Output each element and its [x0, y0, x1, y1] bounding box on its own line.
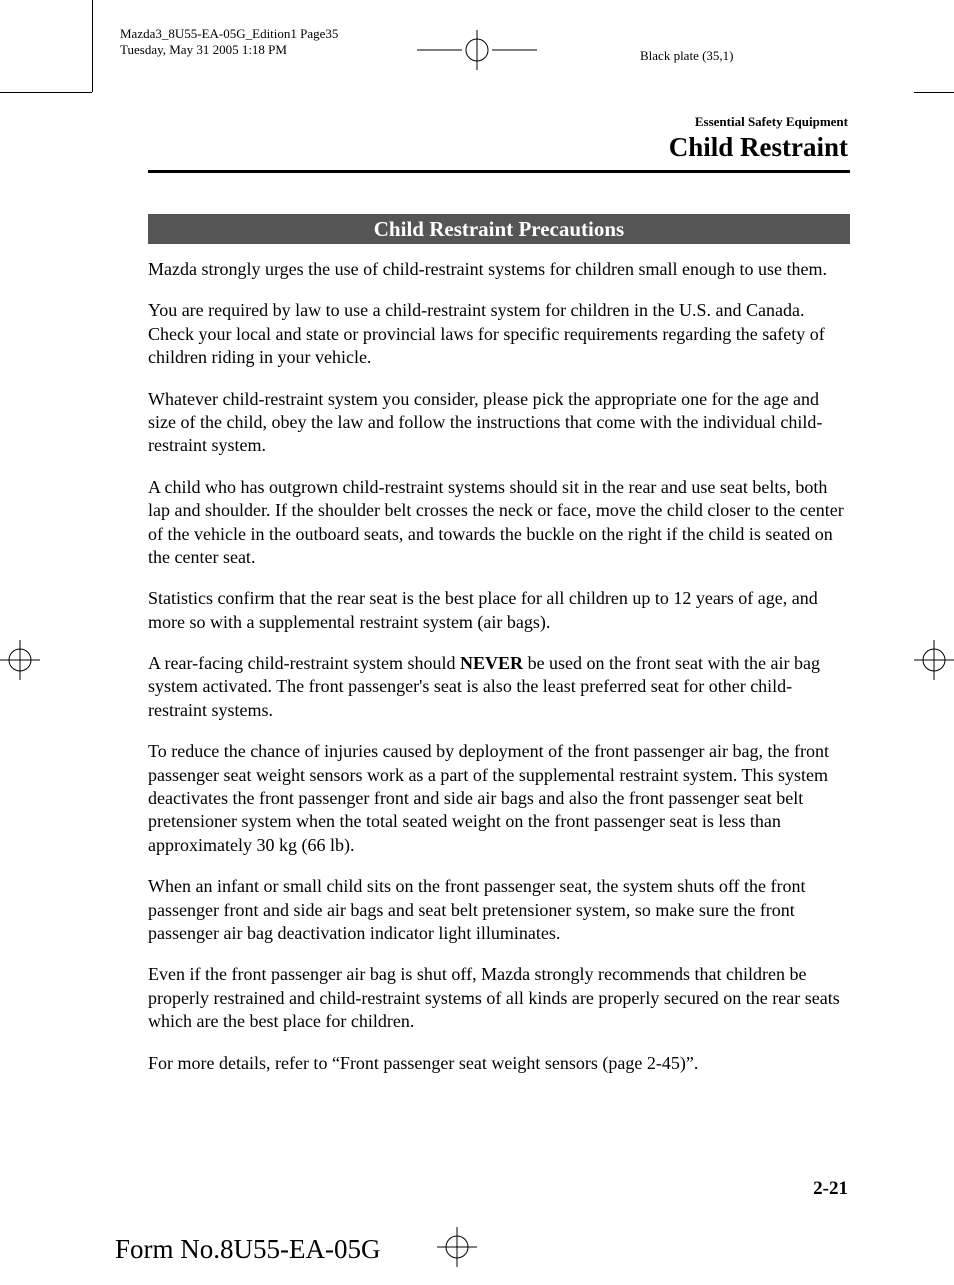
- section-heading-bar: Child Restraint Precautions: [148, 214, 850, 244]
- paragraph: For more details, refer to “Front passen…: [148, 1052, 850, 1075]
- print-meta: Mazda3_8U55-EA-05G_Edition1 Page35 Tuesd…: [120, 26, 338, 59]
- page: Mazda3_8U55-EA-05G_Edition1 Page35 Tuesd…: [0, 0, 954, 1285]
- registration-mark-icon: [417, 30, 537, 70]
- print-meta-line2: Tuesday, May 31 2005 1:18 PM: [120, 42, 338, 58]
- crop-mark: [914, 92, 954, 93]
- paragraph: Whatever child-restraint system you cons…: [148, 388, 850, 458]
- paragraph: You are required by law to use a child-r…: [148, 299, 850, 369]
- text-run: A rear-facing child-restraint system sho…: [148, 653, 460, 673]
- crop-mark: [92, 0, 93, 92]
- paragraph: When an infant or small child sits on th…: [148, 875, 850, 945]
- paragraph: A child who has outgrown child-restraint…: [148, 476, 850, 570]
- paragraph: Statistics confirm that the rear seat is…: [148, 587, 850, 634]
- header-rule: [148, 170, 850, 173]
- paragraph: To reduce the chance of injuries caused …: [148, 740, 850, 857]
- form-number: Form No.8U55-EA-05G: [115, 1234, 380, 1265]
- registration-mark-icon: [0, 640, 40, 680]
- emphasis-never: NEVER: [460, 653, 523, 673]
- header-title: Child Restraint: [669, 132, 848, 163]
- body-text: Mazda strongly urges the use of child-re…: [148, 258, 850, 1093]
- crop-mark: [0, 92, 92, 93]
- registration-mark-icon: [437, 1227, 477, 1267]
- plate-info: Black plate (35,1): [640, 48, 734, 64]
- registration-mark-icon: [914, 640, 954, 680]
- page-number: 2-21: [813, 1178, 848, 1200]
- paragraph: A rear-facing child-restraint system sho…: [148, 652, 850, 722]
- header-kicker: Essential Safety Equipment: [669, 114, 848, 130]
- paragraph: Even if the front passenger air bag is s…: [148, 963, 850, 1033]
- page-header: Essential Safety Equipment Child Restrai…: [669, 114, 848, 163]
- paragraph: Mazda strongly urges the use of child-re…: [148, 258, 850, 281]
- print-meta-line1: Mazda3_8U55-EA-05G_Edition1 Page35: [120, 26, 338, 42]
